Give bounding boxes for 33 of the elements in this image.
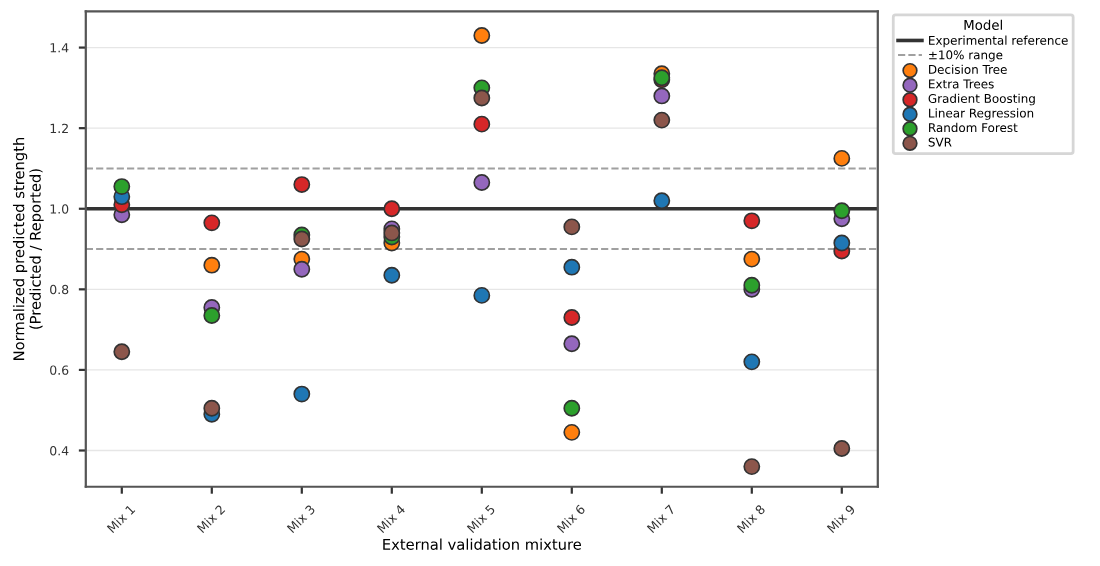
point	[563, 258, 581, 276]
point	[293, 176, 311, 194]
point	[833, 234, 851, 252]
point	[743, 353, 761, 371]
point	[563, 218, 581, 236]
point	[563, 309, 581, 326]
point	[653, 111, 671, 129]
point	[383, 266, 401, 284]
point	[563, 335, 581, 353]
point	[653, 192, 671, 210]
point	[473, 174, 491, 192]
point	[473, 115, 491, 133]
point	[293, 260, 311, 278]
point	[203, 214, 221, 232]
point	[203, 256, 221, 274]
point	[473, 27, 491, 44]
point	[473, 89, 491, 107]
point	[473, 286, 491, 304]
point	[743, 250, 761, 268]
point	[743, 458, 761, 476]
point	[563, 399, 581, 417]
point	[203, 307, 221, 324]
point	[113, 343, 131, 361]
point	[383, 200, 401, 218]
point	[833, 440, 851, 457]
point	[203, 399, 221, 417]
point	[743, 212, 761, 230]
point	[563, 423, 581, 441]
point	[833, 202, 851, 220]
point	[113, 178, 131, 196]
point	[653, 87, 671, 105]
point	[833, 149, 851, 167]
point	[293, 385, 311, 403]
